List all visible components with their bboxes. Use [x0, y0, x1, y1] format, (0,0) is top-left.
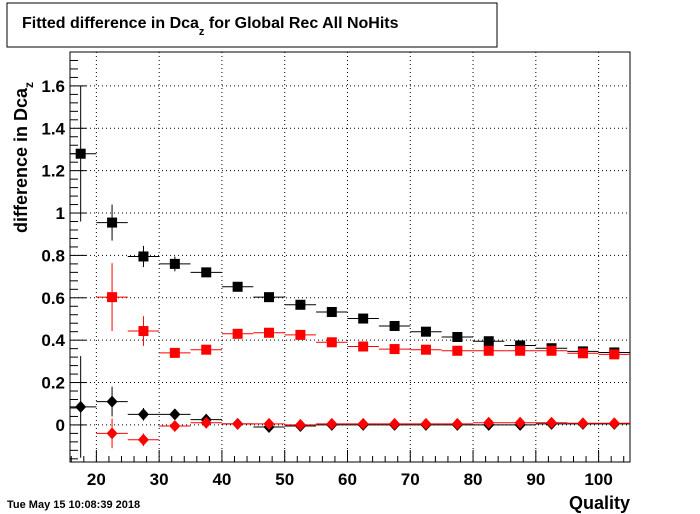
data-point: [232, 281, 243, 292]
data-point: [609, 349, 620, 360]
data-point: [452, 331, 463, 342]
data-point: [420, 417, 432, 430]
data-point: [201, 344, 212, 355]
y-tick-label: 0.4: [41, 331, 65, 350]
data-point: [483, 416, 495, 429]
data-point: [389, 320, 400, 331]
data-point: [295, 329, 306, 340]
data-point: [169, 347, 180, 358]
data-point: [295, 299, 306, 310]
data-point: [546, 345, 557, 356]
x-tick-label: 40: [212, 470, 231, 489]
chart-title-main: Fitted difference in Dca: [22, 15, 199, 32]
data-point: [169, 258, 180, 269]
data-point: [452, 345, 463, 356]
data-point: [577, 348, 588, 359]
data-point: [200, 416, 212, 429]
data-point: [137, 408, 149, 421]
chart-title: Fitted difference in Dcaz for Global Rec…: [22, 15, 399, 38]
data-point: [326, 337, 337, 348]
chart-title-subscript: z: [199, 26, 205, 38]
data-point: [483, 336, 494, 347]
x-axis-title: Quality: [569, 493, 630, 513]
data-point: [264, 292, 275, 303]
y-axis-title-main: difference in Dca: [11, 87, 31, 233]
data-point: [483, 345, 494, 356]
data-point: [358, 341, 369, 352]
axis-ticks: [70, 51, 625, 462]
data-point: [106, 427, 118, 440]
y-tick-label: 1.2: [41, 162, 65, 181]
data-point: [514, 416, 526, 429]
y-tick-label: 1.4: [41, 119, 65, 138]
data-point: [263, 417, 275, 430]
plot-frame: [69, 51, 631, 463]
x-tick-label: 20: [87, 470, 106, 489]
data-point: [515, 340, 526, 351]
data-point: [107, 292, 118, 303]
series-4: [96, 416, 630, 449]
y-axis-title-subscript: z: [22, 82, 36, 88]
data-point: [420, 344, 431, 355]
axis-tick-labels: 20 30 40 50 60 70 80 90 100 0 0.2 0.4 0.6 0.8 1 1.2 1.4 1…: [41, 77, 612, 489]
data-point: [608, 417, 620, 430]
data-point: [201, 267, 212, 278]
data-point: [75, 400, 87, 413]
data-point: [232, 417, 244, 430]
data-point: [546, 416, 558, 429]
y-tick-label: 1.6: [41, 77, 65, 96]
data-point: [137, 433, 149, 446]
data-point: [389, 344, 400, 355]
data-point: [107, 217, 118, 228]
x-tick-label: 60: [338, 470, 357, 489]
data-point: [358, 313, 369, 324]
data-point: [326, 306, 337, 317]
data-point: [138, 251, 149, 262]
data-point: [515, 345, 526, 356]
data-point: [169, 408, 181, 421]
timestamp: Tue May 15 10:08:39 2018: [7, 499, 140, 511]
y-tick-label: 0.6: [41, 289, 65, 308]
data-marks: [70, 85, 630, 458]
data-point: [138, 326, 149, 337]
data-point: [451, 417, 463, 430]
y-tick-label: 1: [56, 204, 65, 223]
data-point: [169, 419, 181, 432]
data-point: [75, 148, 86, 159]
data-point: [106, 395, 118, 408]
x-tick-label: 30: [150, 470, 169, 489]
y-tick-label: 0.2: [41, 374, 65, 393]
data-point: [420, 326, 431, 337]
data-point: [232, 328, 243, 339]
x-tick-label: 50: [275, 470, 294, 489]
x-tick-label: 80: [464, 470, 483, 489]
data-point: [264, 327, 275, 338]
title-box-frame: [6, 2, 498, 48]
series-2: [96, 263, 630, 360]
data-point: [389, 417, 401, 430]
x-tick-label: 90: [526, 470, 545, 489]
y-axis-title: difference in Dcaz: [11, 82, 36, 233]
chart-title-suffix: for Global Rec All NoHits: [204, 15, 398, 32]
title-box: Fitted difference in Dcaz for Global Rec…: [6, 2, 498, 48]
data-point: [326, 417, 338, 430]
x-tick-label: 70: [401, 470, 420, 489]
y-tick-label: 0.8: [41, 246, 65, 265]
grid: [70, 52, 630, 462]
y-tick-label: 0: [56, 416, 65, 435]
data-point: [577, 417, 589, 430]
x-tick-label: 100: [584, 470, 612, 489]
data-point: [357, 417, 369, 430]
data-point: [294, 418, 306, 431]
